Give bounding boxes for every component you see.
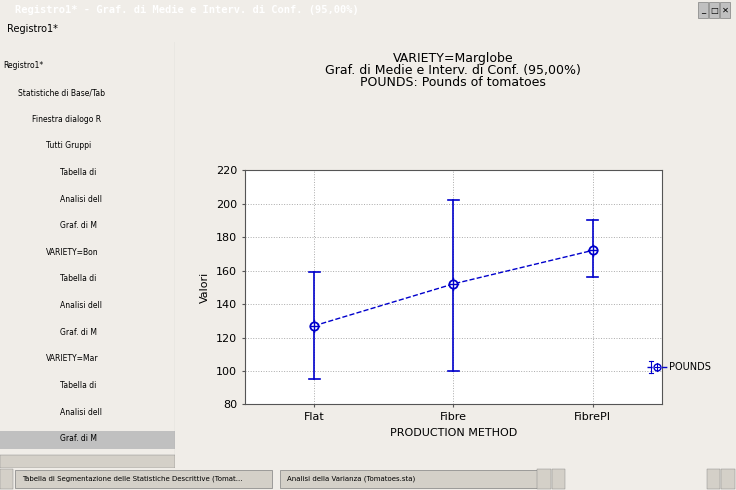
Text: Analisi dell: Analisi dell [60, 301, 102, 310]
Y-axis label: Valori: Valori [200, 271, 210, 303]
Text: □: □ [710, 5, 718, 15]
Bar [698, 2, 708, 18]
Bar [537, 469, 551, 489]
Text: Registro1*: Registro1* [7, 24, 58, 34]
Text: Analisi dell: Analisi dell [60, 408, 102, 416]
Text: Graf. di Medie e Interv. di Conf. (95,00%): Graf. di Medie e Interv. di Conf. (95,00… [325, 64, 581, 77]
Text: Tabella di: Tabella di [60, 168, 96, 177]
Bar [707, 469, 720, 489]
Text: VARIETY=Marglobe: VARIETY=Marglobe [393, 52, 514, 65]
Bar [721, 469, 735, 489]
Text: Registro1* - Graf. di Medie e Interv. di Conf. (95,00%): Registro1* - Graf. di Medie e Interv. di… [15, 5, 358, 15]
Text: Tutti Gruppi: Tutti Gruppi [46, 141, 91, 150]
Text: Analisi della Varianza (Tomatoes.sta): Analisi della Varianza (Tomatoes.sta) [287, 476, 415, 482]
Text: VARIETY=Mar: VARIETY=Mar [46, 354, 98, 364]
Bar [709, 2, 719, 18]
Bar [720, 2, 730, 18]
Bar [552, 469, 565, 489]
Text: POUNDS: Pounds of tomatoes: POUNDS: Pounds of tomatoes [361, 76, 546, 89]
Text: Registro1*: Registro1* [4, 61, 43, 71]
X-axis label: PRODUCTION METHOD: PRODUCTION METHOD [390, 428, 517, 438]
Text: POUNDS: POUNDS [670, 362, 711, 372]
Text: Graf. di M: Graf. di M [60, 434, 96, 443]
Bar [0, 469, 13, 489]
Bar [0, 431, 175, 449]
Text: Graf. di M: Graf. di M [60, 221, 96, 230]
Text: _: _ [701, 5, 705, 15]
Bar [0, 455, 175, 468]
Text: ✕: ✕ [721, 5, 729, 15]
Text: Tabella di: Tabella di [60, 381, 96, 390]
Text: Graf. di M: Graf. di M [60, 328, 96, 337]
FancyBboxPatch shape [15, 470, 272, 488]
Text: Statistiche di Base/Tab: Statistiche di Base/Tab [18, 88, 105, 97]
Text: Tabella di: Tabella di [60, 274, 96, 283]
Text: Analisi dell: Analisi dell [60, 195, 102, 203]
Text: VARIETY=Bon: VARIETY=Bon [46, 248, 98, 257]
FancyBboxPatch shape [280, 470, 537, 488]
Text: Finestra dialogo R: Finestra dialogo R [32, 115, 101, 123]
Text: Tabella di Segmentazione delle Statistiche Descrittive (Tomat...: Tabella di Segmentazione delle Statistic… [22, 476, 243, 482]
